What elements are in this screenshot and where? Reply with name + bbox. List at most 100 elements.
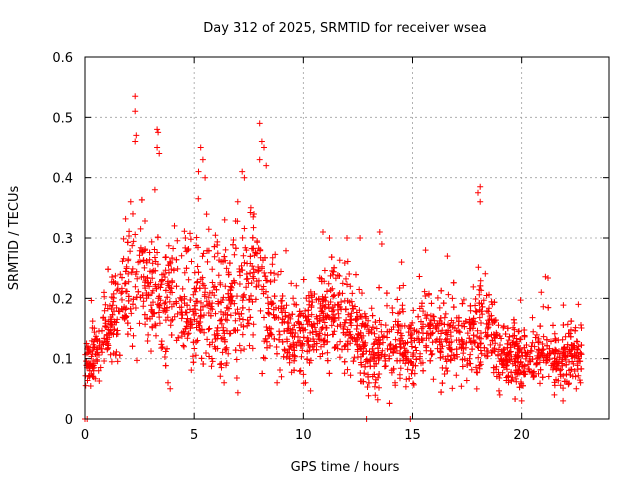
data-point: [578, 325, 585, 331]
data-point: [405, 357, 412, 364]
data-point: [463, 377, 470, 384]
data-point: [441, 321, 448, 328]
data-point: [167, 385, 174, 392]
data-point: [522, 355, 529, 362]
data-point: [381, 363, 388, 370]
data-point: [108, 322, 115, 328]
data-point: [209, 279, 216, 286]
data-point: [566, 358, 573, 365]
data-point: [240, 293, 247, 300]
data-point: [466, 335, 473, 342]
data-point: [399, 306, 406, 312]
data-point: [101, 293, 108, 300]
data-point: [256, 120, 263, 127]
data-point: [535, 354, 542, 361]
data-point: [498, 335, 505, 342]
data-point: [535, 339, 542, 346]
data-point: [434, 294, 441, 301]
data-point: [212, 345, 219, 352]
data-point: [147, 315, 153, 322]
data-point: [165, 262, 172, 269]
data-point: [250, 331, 257, 338]
data-point: [178, 304, 185, 311]
data-point: [576, 355, 582, 362]
data-point: [154, 234, 161, 241]
data-point: [305, 307, 312, 314]
data-point: [179, 285, 186, 292]
data-point: [539, 374, 546, 381]
data-point: [148, 306, 155, 313]
data-point: [115, 308, 122, 315]
data-point: [552, 335, 559, 342]
data-point: [152, 321, 159, 328]
data-point: [128, 310, 135, 317]
data-point: [539, 341, 546, 347]
data-point: [205, 294, 212, 301]
data-point: [146, 249, 153, 256]
data-point: [572, 327, 579, 334]
data-point: [119, 258, 126, 265]
data-point: [575, 372, 582, 379]
data-point: [543, 336, 550, 343]
data-point: [293, 282, 300, 289]
data-point: [263, 277, 269, 284]
data-point: [326, 235, 333, 241]
data-point: [372, 319, 379, 326]
data-point: [443, 365, 449, 372]
data-point: [375, 357, 382, 363]
data-point: [419, 300, 425, 307]
data-point: [430, 322, 437, 329]
data-point: [195, 168, 202, 175]
data-point: [164, 294, 171, 301]
data-point: [556, 348, 562, 355]
data-point: [331, 315, 338, 322]
data-point: [99, 349, 106, 356]
data-point: [263, 162, 270, 169]
data-point: [241, 291, 248, 298]
data-point: [408, 343, 415, 350]
data-point: [218, 308, 224, 315]
data-point: [233, 375, 240, 381]
data-point: [310, 320, 317, 327]
data-point: [109, 302, 116, 309]
data-point: [475, 189, 481, 196]
data-point: [535, 370, 542, 377]
data-point: [404, 366, 411, 373]
data-point: [165, 379, 171, 386]
data-point: [361, 310, 368, 317]
data-point: [510, 324, 517, 331]
data-point: [233, 356, 240, 363]
data-point: [386, 400, 393, 407]
data-point: [245, 320, 252, 327]
data-point: [409, 362, 416, 369]
data-point: [573, 385, 580, 392]
data-point: [551, 382, 558, 389]
data-point: [191, 312, 197, 318]
data-point: [445, 327, 452, 334]
data-point: [450, 352, 457, 359]
data-point: [89, 324, 96, 331]
data-point: [149, 290, 155, 296]
data-point: [418, 318, 424, 325]
data-point: [418, 336, 425, 342]
data-point: [187, 297, 194, 303]
data-point: [236, 342, 243, 349]
data-point: [315, 296, 322, 303]
data-point: [232, 218, 239, 224]
data-point: [178, 252, 185, 259]
data-point: [566, 348, 573, 354]
data-point: [204, 336, 211, 343]
data-point: [261, 144, 267, 151]
data-point: [387, 346, 394, 353]
data-point: [347, 372, 354, 379]
data-point: [498, 356, 505, 363]
data-point: [350, 358, 357, 365]
data-point: [123, 265, 130, 272]
data-point: [114, 327, 121, 334]
data-point: [121, 315, 128, 322]
data-point: [394, 296, 401, 303]
data-point: [291, 357, 298, 364]
data-point: [416, 339, 423, 346]
data-point: [539, 352, 546, 359]
data-point: [409, 353, 416, 360]
